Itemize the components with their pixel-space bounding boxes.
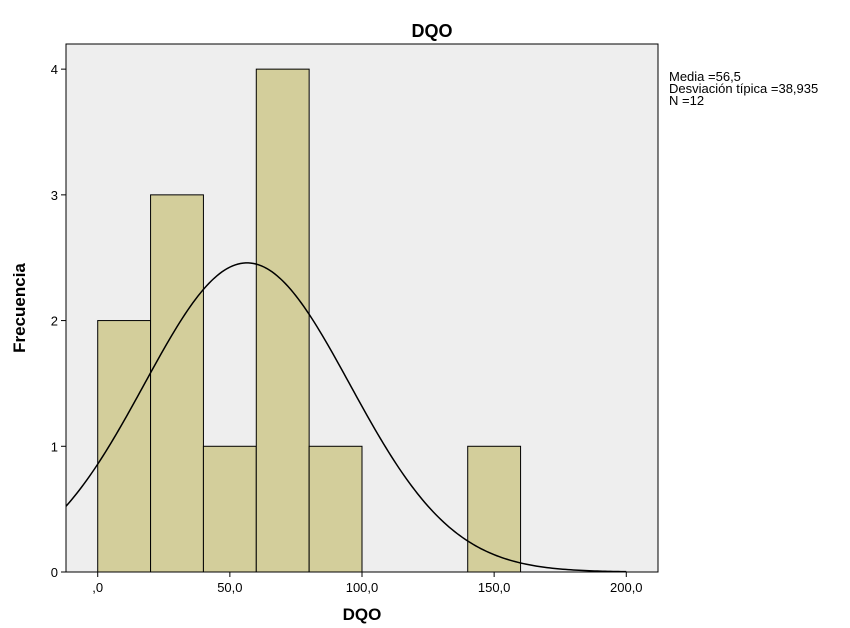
histogram-bar [467,445,522,573]
normal-curve [65,262,627,573]
histogram-bar [308,445,363,573]
histogram-bar [150,194,204,573]
x-tick-label: 50,0 [217,580,242,595]
y-tick-label: 2 [51,314,58,329]
histogram-bar [255,68,310,573]
stats-legend: Media =56,5 Desviación típica =38,935 N … [669,69,819,108]
x-tick-label: 200,0 [610,580,643,595]
chart-title: DQO [411,21,452,41]
x-tick-label: 100,0 [346,580,379,595]
y-axis-title: Frecuencia [10,263,29,353]
x-axis-title: DQO [343,605,382,624]
stats-sd: Desviación típica =38,935 [669,81,819,96]
stats-n: N =12 [669,93,705,108]
x-tick-label: ,0 [92,580,103,595]
y-tick-label: 0 [51,565,58,580]
histogram-bar [202,445,257,573]
x-tick-label: 150,0 [478,580,511,595]
y-tick-label: 1 [51,439,58,454]
y-tick-label: 3 [51,188,58,203]
histogram-bar [97,320,152,573]
stats-mean: Media =56,5 [669,69,741,84]
y-tick-label: 4 [51,62,58,77]
